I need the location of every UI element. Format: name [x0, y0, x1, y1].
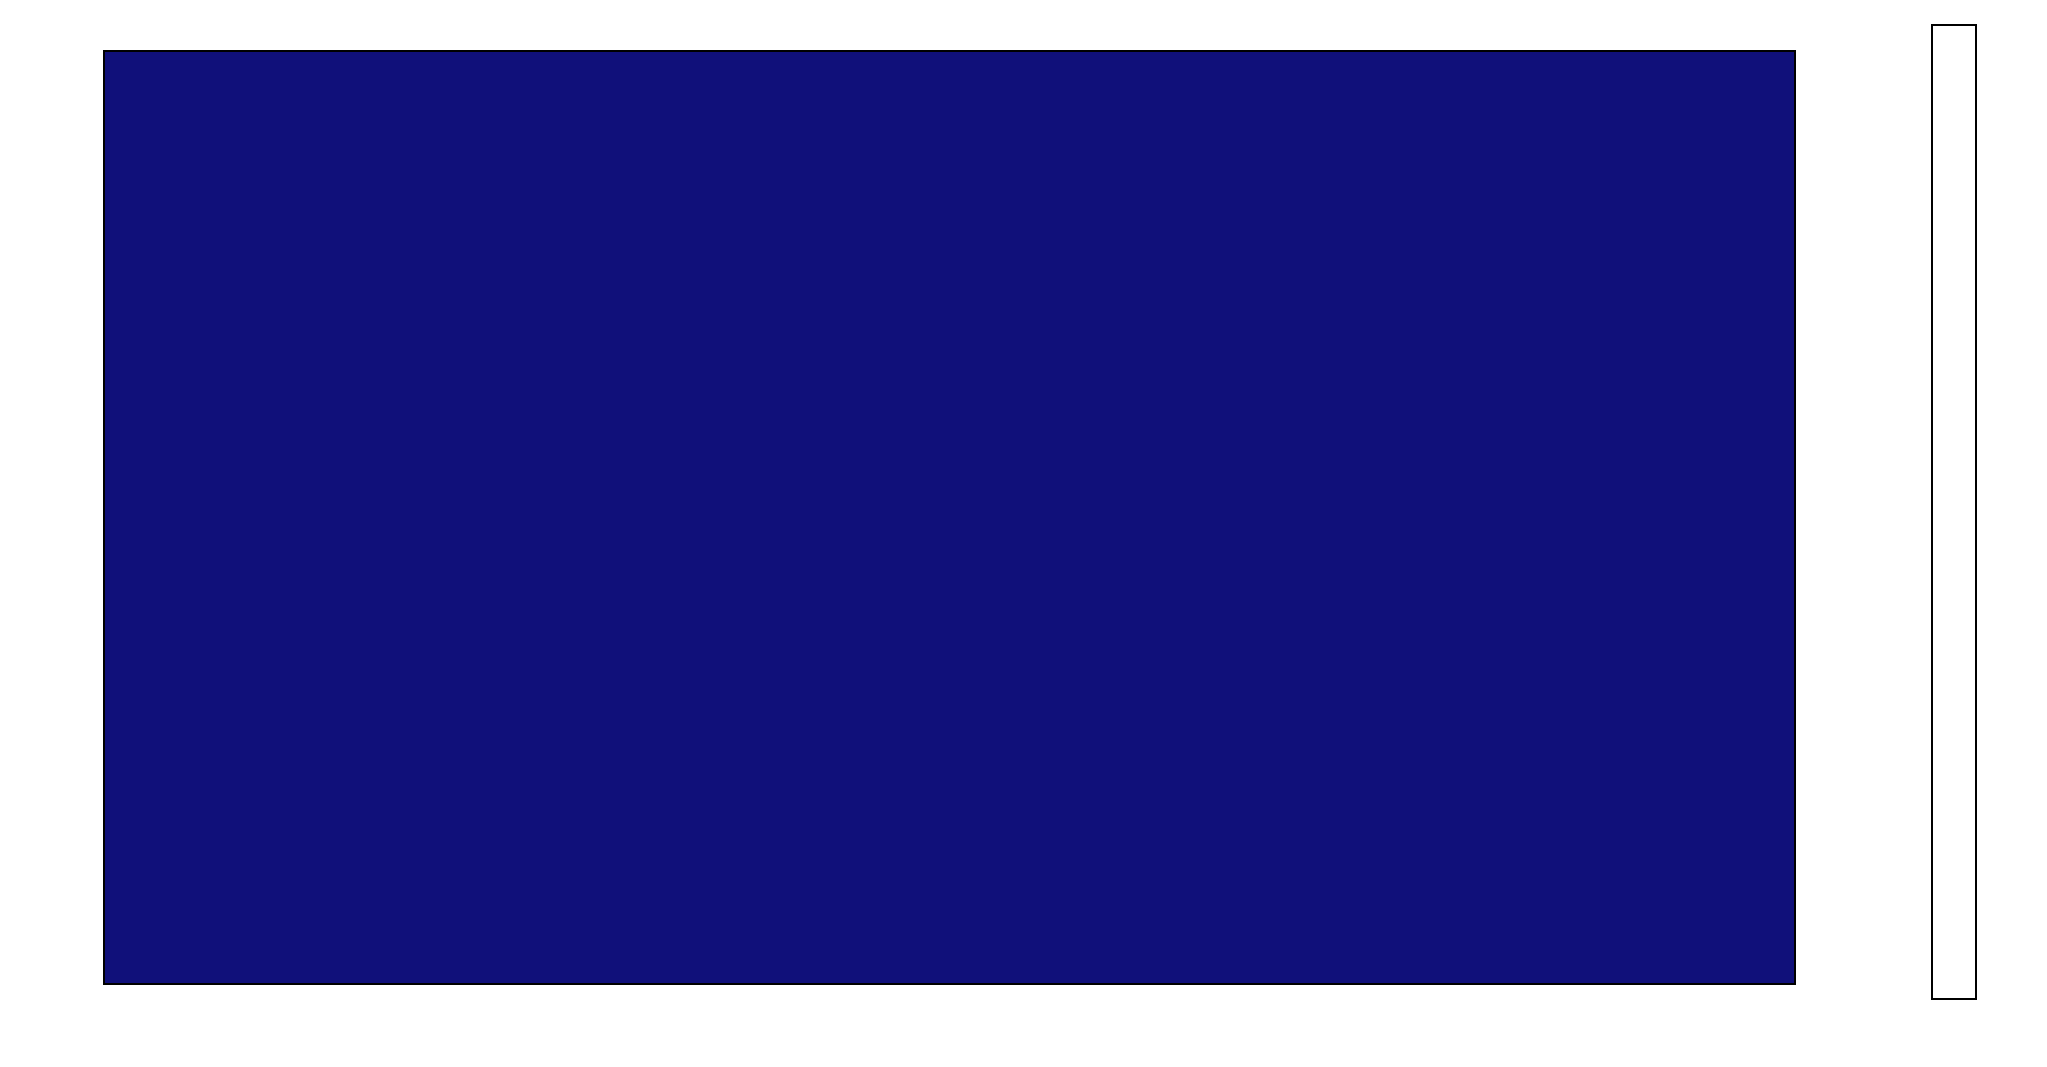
spectrogram-plot	[103, 50, 1796, 985]
colorbar-gradient-canvas	[1933, 26, 1975, 998]
colorbar	[1931, 24, 1977, 1000]
spectrogram-canvas	[105, 52, 1794, 983]
